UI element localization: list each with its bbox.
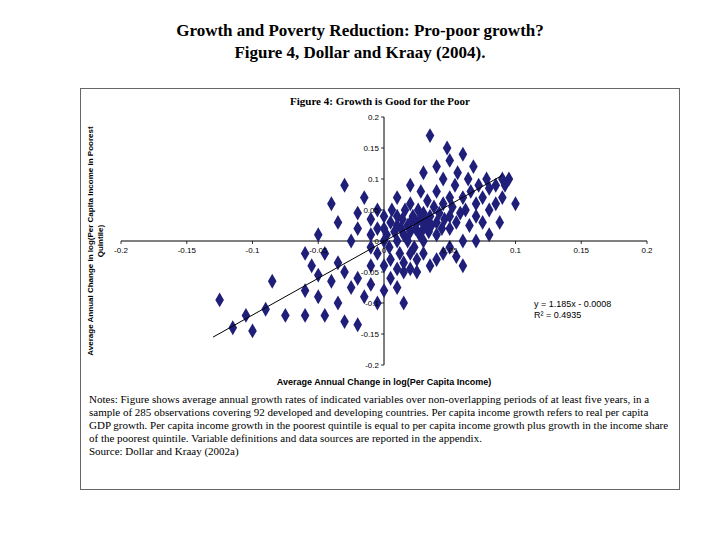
- svg-text:0: 0: [375, 237, 380, 246]
- svg-text:-0.2: -0.2: [365, 361, 379, 370]
- svg-text:0.1: 0.1: [510, 246, 522, 255]
- svg-text:-0.05: -0.05: [309, 246, 328, 255]
- svg-text:0.15: 0.15: [573, 246, 589, 255]
- html-text:Figure 4, Dollar and Kraay (20: Figure 4, Dollar and Kraay (2004).: [234, 43, 486, 62]
- svg-text:0.15: 0.15: [363, 144, 379, 153]
- svg-text:-0.15: -0.15: [361, 330, 380, 339]
- html-text:Growth and Poverty Reduction:: Growth and Poverty Reduction: Pro-poor g…: [176, 21, 544, 40]
- html-text:y = 1.185x - 0.0008: y = 1.185x - 0.0008: [534, 299, 612, 309]
- svg-text:0.1: 0.1: [368, 175, 380, 184]
- svg-text:Average Annual Change in log(P: Average Annual Change in log(Per Capita …: [277, 377, 491, 387]
- svg-text:0.2: 0.2: [641, 246, 653, 255]
- html-text:Source: Dollar and Kraay (2002: Source: Dollar and Kraay (2002a): [89, 445, 239, 457]
- svg-text:-0.1: -0.1: [365, 299, 379, 308]
- svg-text:0.2: 0.2: [368, 113, 380, 122]
- html-text:R² = 0.4935: R² = 0.4935: [534, 310, 582, 320]
- html-text:Average Annual Change in log(P: Average Annual Change in log(Per Capita …: [86, 126, 105, 356]
- html-text:Notes: Figure shows average an: Notes: Figure shows average annual growt…: [89, 393, 669, 444]
- svg-text:0.05: 0.05: [363, 206, 379, 215]
- svg-text:-0.15: -0.15: [178, 246, 197, 255]
- svg-text:0.05: 0.05: [442, 246, 458, 255]
- svg-text:-0.1: -0.1: [246, 246, 260, 255]
- svg-text:0: 0: [382, 246, 387, 255]
- svg-text:-0.05: -0.05: [361, 268, 380, 277]
- html-text:Figure 4: Growth is Good for t: Figure 4: Growth is Good for the Poor: [290, 95, 470, 107]
- svg-text:-0.2: -0.2: [114, 246, 128, 255]
